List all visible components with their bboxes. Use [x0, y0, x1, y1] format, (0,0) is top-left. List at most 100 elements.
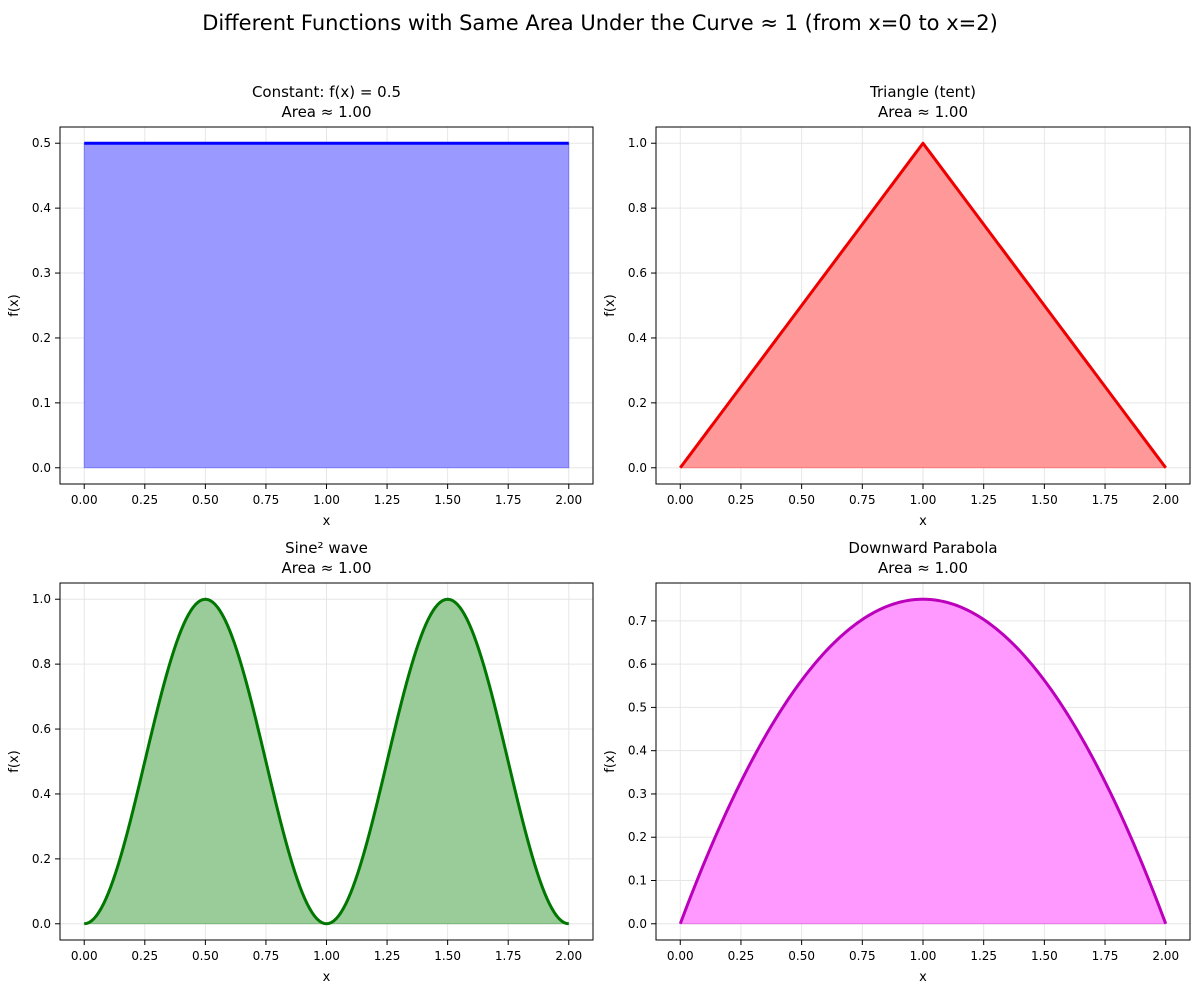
sine2-ytick-label: 0.0 — [32, 917, 51, 931]
parabola-ytick-label: 0.0 — [628, 917, 647, 931]
sine2-data-point — [507, 760, 509, 762]
sine2-xtick-label: 1.25 — [374, 949, 401, 963]
parabola-xtick-label: 1.75 — [1092, 949, 1119, 963]
parabola-data-point — [800, 679, 802, 681]
triangle-area-fill — [679, 142, 1167, 469]
sine2-xlabel: x — [323, 970, 331, 985]
constant-xtick-label: 0.00 — [71, 493, 98, 507]
triangle-ytick-label: 0.8 — [628, 201, 647, 215]
parabola-subtitle: Area ≈ 1.00 — [878, 559, 968, 577]
triangle-data-point — [679, 467, 681, 469]
parabola-data-point — [1043, 679, 1045, 681]
constant-ytick-label: 0.4 — [32, 201, 51, 215]
triangle-ytick-label: 1.0 — [628, 136, 647, 150]
sine2-xtick-label: 2.00 — [555, 949, 582, 963]
parabola-data-point — [1165, 923, 1167, 925]
parabola-xtick-label: 1.50 — [1031, 949, 1058, 963]
triangle-data-point — [982, 223, 984, 225]
parabola-xtick-label: 0.25 — [728, 949, 755, 963]
triangle-xtick-label: 1.25 — [970, 493, 997, 507]
sine2-data-point — [446, 598, 448, 600]
parabola-xtick-label: 1.00 — [910, 949, 937, 963]
constant-xtick-label: 0.25 — [131, 493, 158, 507]
parabola-area-fill — [679, 598, 1167, 925]
constant-xtick-label: 1.50 — [434, 493, 461, 507]
constant-xtick-label: 1.00 — [313, 493, 340, 507]
parabola-data-point — [770, 725, 772, 727]
constant-data-point — [204, 142, 206, 144]
triangle-subtitle: Area ≈ 1.00 — [878, 103, 968, 121]
sine2-subtitle: Area ≈ 1.00 — [281, 559, 371, 577]
triangle-xlabel: x — [919, 514, 927, 529]
parabola-xtick-label: 0.75 — [849, 949, 876, 963]
triangle-xtick-label: 0.50 — [788, 493, 815, 507]
triangle-xtick-label: 0.25 — [728, 493, 755, 507]
sine2-data-point — [325, 923, 327, 925]
triangle-ylabel: f(x) — [603, 294, 618, 316]
parabola-ytick-label: 0.6 — [628, 657, 647, 671]
sine2-data-point — [174, 645, 176, 647]
parabola-curve-line — [678, 597, 1168, 925]
triangle-data-point — [1165, 467, 1167, 469]
parabola-data-point — [982, 618, 984, 620]
triangle-data-point — [1104, 385, 1106, 387]
sine2-data-point — [386, 760, 388, 762]
parabola-ytick-label: 0.5 — [628, 700, 647, 714]
triangle-axes-frame — [655, 126, 1191, 485]
constant-ytick-label: 0.0 — [32, 461, 51, 475]
constant-data-point — [265, 142, 267, 144]
sine2-data-point — [537, 875, 539, 877]
parabola-xtick-label: 1.25 — [970, 949, 997, 963]
parabola-title: Downward Parabola — [848, 539, 997, 557]
parabola-data-point — [922, 598, 924, 600]
parabola-xtick-label: 0.50 — [788, 949, 815, 963]
constant-xtick-label: 1.25 — [374, 493, 401, 507]
triangle-data-point — [922, 142, 924, 144]
sine2-xtick-label: 1.50 — [434, 949, 461, 963]
chart-triangle: Triangle (tent) Area ≈ 1.00 0.00 0.25 0.50 0.… — [603, 83, 1191, 529]
sine2-ytick-label: 0.6 — [32, 722, 51, 736]
constant-ylabel: f(x) — [7, 294, 22, 316]
parabola-data-point — [1074, 725, 1076, 727]
triangle-curve-line — [679, 141, 1167, 469]
sine2-ytick-label: 0.8 — [32, 657, 51, 671]
sine2-data-point — [356, 875, 358, 877]
chart-constant: Constant: f(x) = 0.5 Area ≈ 1.00 0.00 0.25 0… — [7, 83, 594, 529]
triangle-xtick-label: 2.00 — [1152, 493, 1179, 507]
parabola-ytick-label: 0.7 — [628, 614, 647, 628]
sine2-xtick-label: 0.25 — [131, 949, 158, 963]
parabola-data-point — [831, 643, 833, 645]
triangle-xtick-label: 0.00 — [667, 493, 694, 507]
sine2-xtick-label: 0.00 — [71, 949, 98, 963]
sine2-xtick-label: 1.75 — [495, 949, 522, 963]
sine2-data-point — [113, 875, 115, 877]
constant-ytick-label: 0.3 — [32, 266, 51, 280]
triangle-data-point — [740, 385, 742, 387]
parabola-xlabel: x — [919, 970, 927, 985]
sine2-data-point — [265, 760, 267, 762]
sine2-data-point — [568, 923, 570, 925]
sine2-data-point — [477, 645, 479, 647]
triangle-xtick-label: 0.75 — [849, 493, 876, 507]
sine2-title: Sine² wave — [285, 539, 368, 557]
triangle-xtick-label: 1.50 — [1031, 493, 1058, 507]
sine2-data-point — [204, 598, 206, 600]
parabola-data-point — [740, 781, 742, 783]
sine2-ylabel: f(x) — [7, 750, 22, 772]
parabola-ytick-label: 0.4 — [628, 744, 647, 758]
constant-subtitle: Area ≈ 1.00 — [281, 103, 371, 121]
sine2-data-point — [234, 645, 236, 647]
sine2-data-point — [83, 923, 85, 925]
parabola-data-point — [952, 603, 954, 605]
parabola-data-point — [891, 603, 893, 605]
triangle-xtick-label: 1.00 — [910, 493, 937, 507]
parabola-ytick-label: 0.1 — [628, 874, 647, 888]
parabola-data-point — [861, 618, 863, 620]
constant-data-point — [83, 142, 85, 144]
parabola-xtick-label: 0.00 — [667, 949, 694, 963]
figure-title: Different Functions with Same Area Under… — [202, 11, 998, 35]
sine2-ytick-label: 1.0 — [32, 592, 51, 606]
constant-data-point — [386, 142, 388, 144]
